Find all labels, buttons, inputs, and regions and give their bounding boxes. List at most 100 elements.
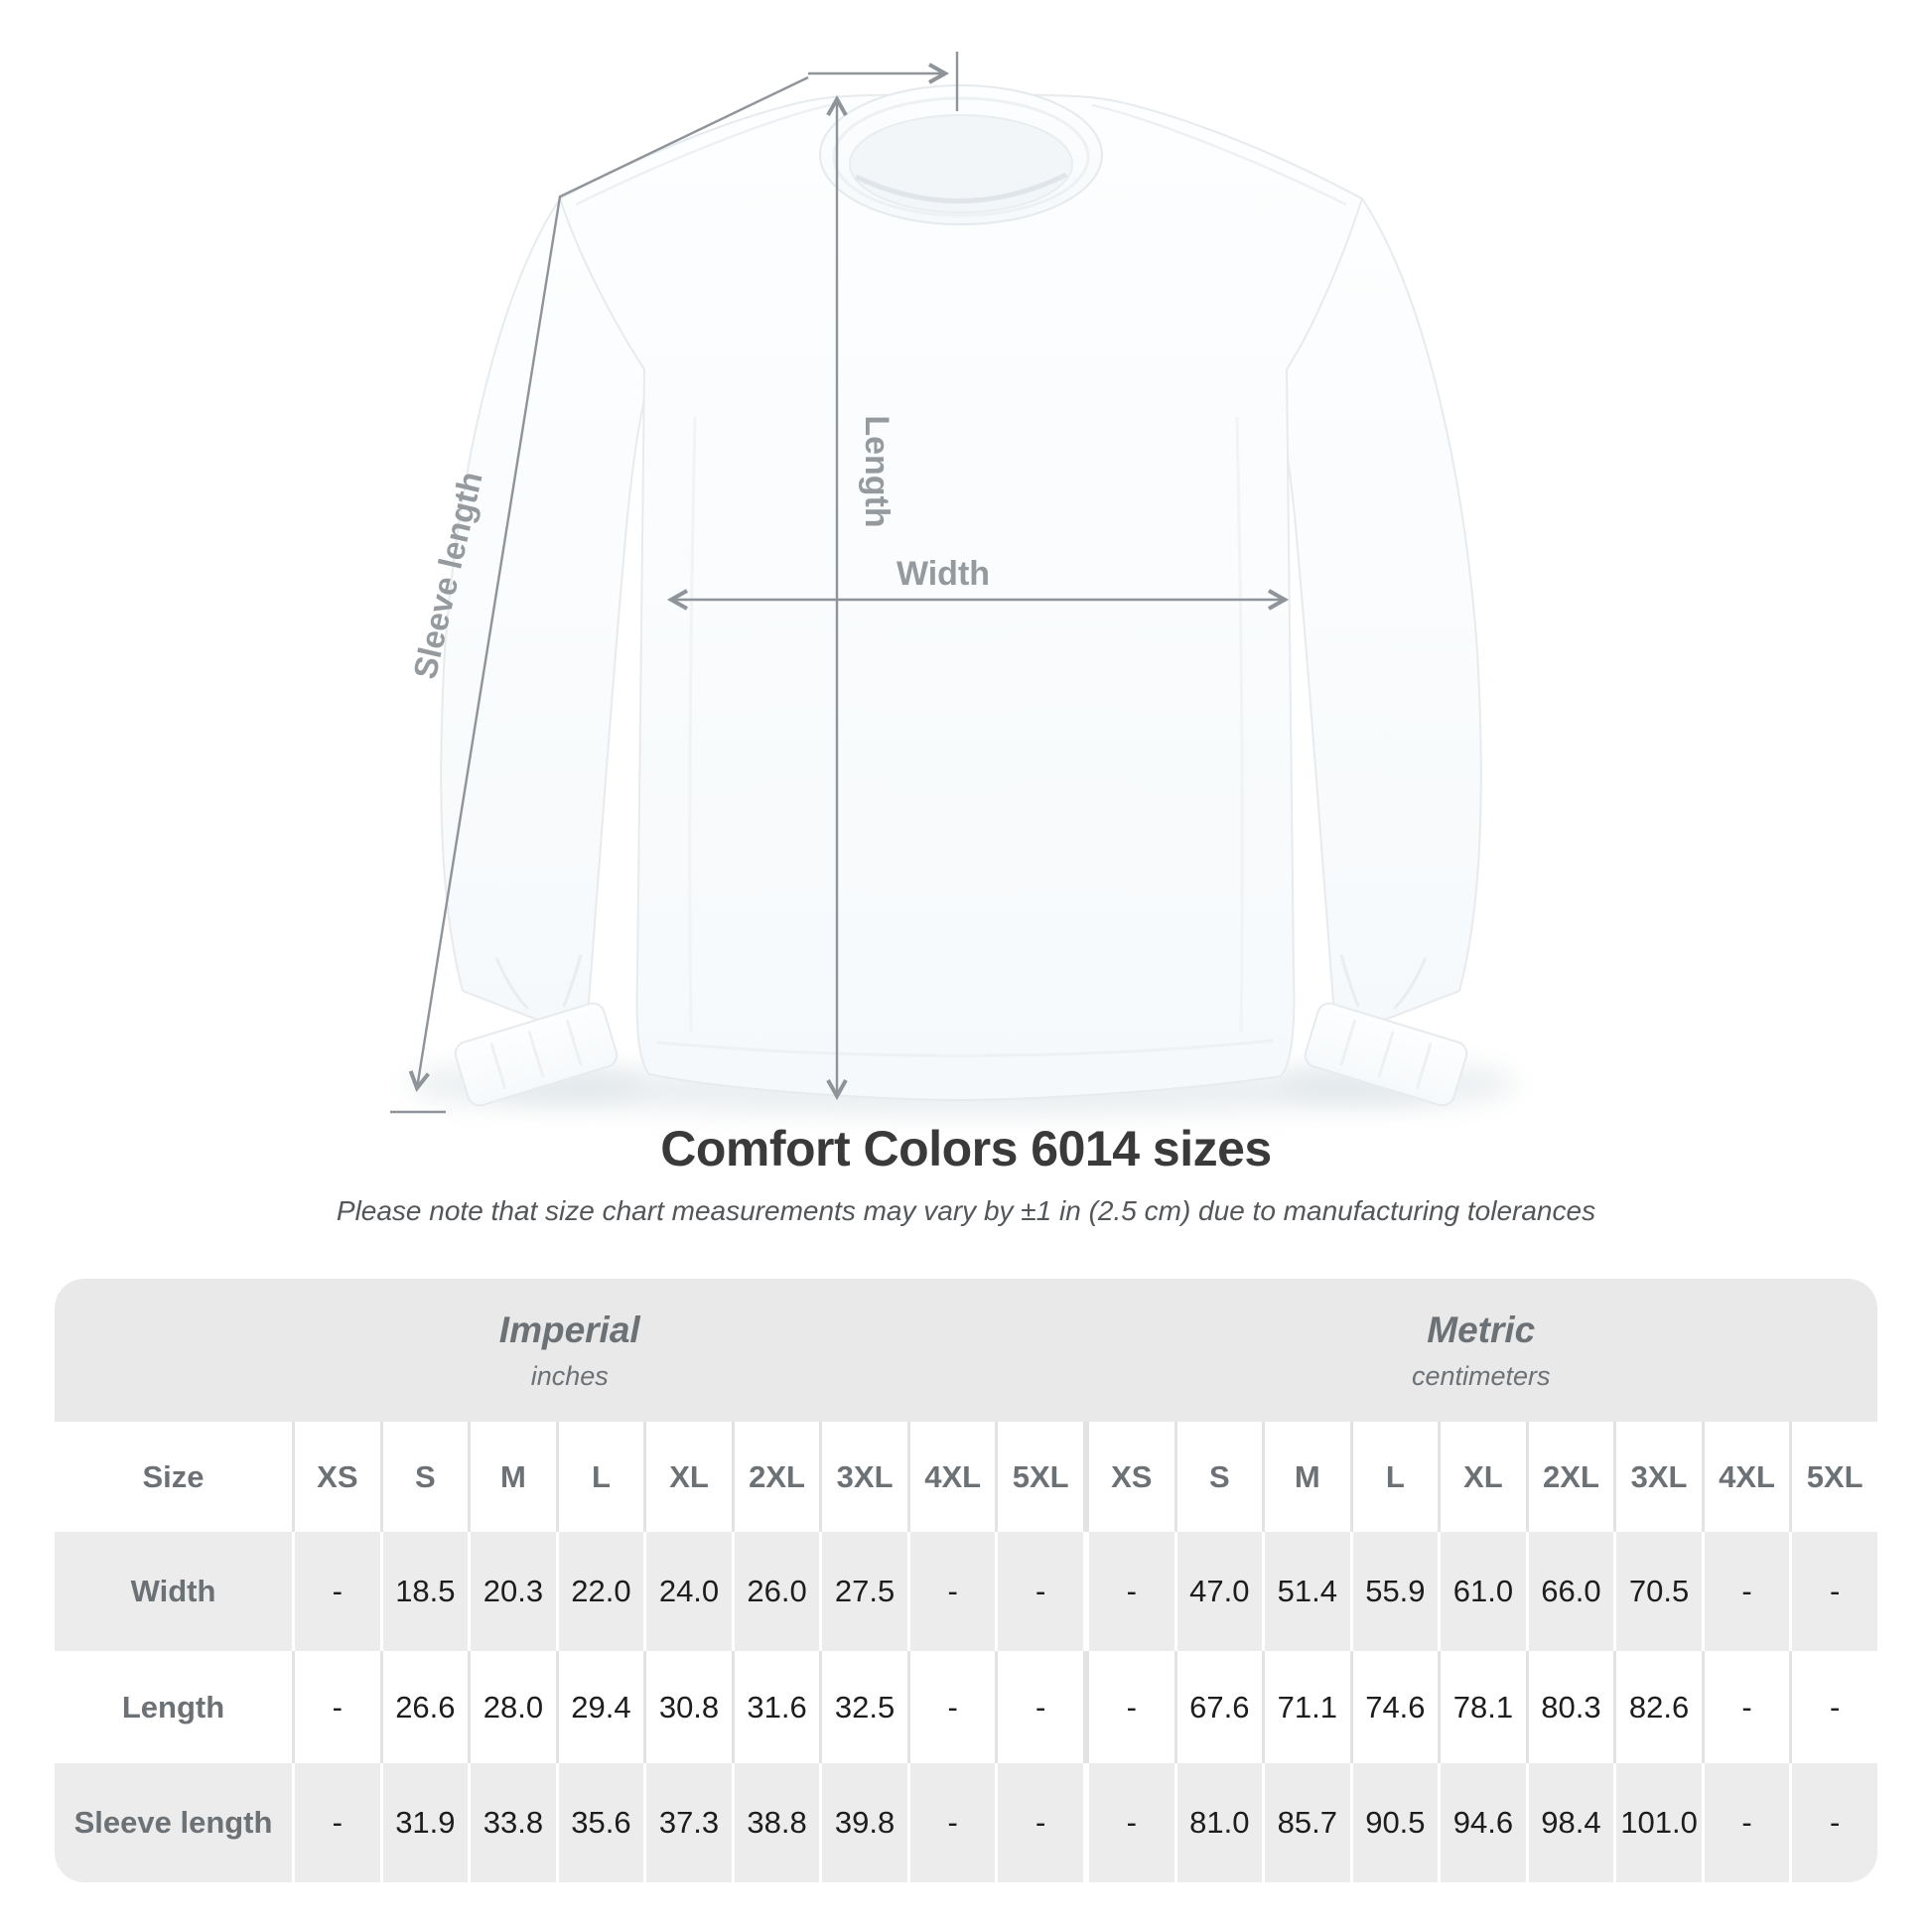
- table-cell: 33.8: [468, 1763, 556, 1882]
- table-cell: 28.0: [468, 1651, 556, 1763]
- imperial-unit: inches: [530, 1360, 609, 1391]
- table-cell: 32.5: [819, 1651, 907, 1763]
- table-cell: 29.4: [555, 1651, 644, 1763]
- table-cell: -: [1082, 1532, 1174, 1651]
- measurement-annotations: [390, 52, 1290, 1114]
- table-cell: -: [1701, 1532, 1790, 1651]
- shirt-measurement-figure: Sleeve length Length Width: [390, 52, 1517, 1116]
- table-cell: -: [1701, 1651, 1790, 1763]
- column-header: 3XL: [1613, 1422, 1702, 1532]
- row-label: Length: [121, 1689, 225, 1725]
- metric-header: Metric centimeters: [1084, 1279, 1877, 1422]
- table-cell: 51.4: [1262, 1532, 1350, 1651]
- table-cell: 80.3: [1525, 1651, 1614, 1763]
- table-cell: -: [906, 1651, 996, 1763]
- column-header: 5XL: [1789, 1422, 1877, 1532]
- table-cell: 71.1: [1262, 1651, 1350, 1763]
- column-header: S: [379, 1422, 469, 1532]
- table-cell: -: [995, 1651, 1083, 1763]
- table-cell: 38.8: [731, 1763, 820, 1882]
- table-cell: 26.6: [379, 1651, 469, 1763]
- table-cell: 26.0: [731, 1532, 820, 1651]
- table-cell: 82.6: [1613, 1651, 1702, 1763]
- table-cell: 55.9: [1349, 1532, 1439, 1651]
- table-cell: -: [1082, 1651, 1174, 1763]
- unit-header-band: Imperial inches Metric centimeters: [55, 1279, 1877, 1422]
- table-cell: 47.0: [1173, 1532, 1263, 1651]
- table-cell: -: [995, 1763, 1083, 1882]
- table-cell: 66.0: [1525, 1532, 1614, 1651]
- table-cell: 37.3: [643, 1763, 732, 1882]
- column-header: 3XL: [819, 1422, 907, 1532]
- shirt-left-cuff: [454, 1002, 619, 1107]
- column-header: XS: [292, 1422, 380, 1532]
- table-header-row: Size XS S M L XL 2XL 3XL 4XL 5XL XS S M …: [55, 1422, 1877, 1532]
- imperial-header: Imperial inches: [55, 1279, 1085, 1422]
- table-cell: -: [292, 1763, 380, 1882]
- column-header: M: [1262, 1422, 1350, 1532]
- column-header: L: [555, 1422, 644, 1532]
- table-cell: 39.8: [819, 1763, 907, 1882]
- table-cell: 67.6: [1173, 1651, 1263, 1763]
- table-cell: 24.0: [643, 1532, 732, 1651]
- table-cell: 31.6: [731, 1651, 820, 1763]
- table-cell: -: [906, 1532, 996, 1651]
- column-header: S: [1173, 1422, 1263, 1532]
- table-cell: 98.4: [1525, 1763, 1614, 1882]
- table-cell: 18.5: [379, 1532, 469, 1651]
- table-cell: -: [292, 1651, 380, 1763]
- table-cell: -: [1701, 1763, 1790, 1882]
- table-cell: 30.8: [643, 1651, 732, 1763]
- table-cell: -: [1789, 1532, 1877, 1651]
- table-cell: -: [1789, 1651, 1877, 1763]
- table-cell: -: [292, 1532, 380, 1651]
- metric-unit: centimeters: [1411, 1360, 1551, 1391]
- column-header: 5XL: [995, 1422, 1083, 1532]
- table-cell: 78.1: [1438, 1651, 1526, 1763]
- table-cell: -: [1789, 1763, 1877, 1882]
- table-cell: 101.0: [1613, 1763, 1702, 1882]
- table-cell: 90.5: [1349, 1763, 1439, 1882]
- page-title: Comfort Colors 6014 sizes: [660, 1121, 1272, 1176]
- column-header: L: [1349, 1422, 1439, 1532]
- table-row-length: Length - 26.6 28.0 29.4 30.8 31.6 32.5 -…: [55, 1651, 1877, 1763]
- measure-arrow-sleeve-length: [408, 75, 809, 1093]
- table-cell: -: [1082, 1763, 1174, 1882]
- column-header: 4XL: [1701, 1422, 1790, 1532]
- column-header: 4XL: [906, 1422, 996, 1532]
- table-cell: 85.7: [1262, 1763, 1350, 1882]
- table-cell: 20.3: [468, 1532, 556, 1651]
- table-row-width: Width - 18.5 20.3 22.0 24.0 26.0 27.5 - …: [55, 1532, 1877, 1651]
- table-cell: 81.0: [1173, 1763, 1263, 1882]
- column-header: XL: [1438, 1422, 1526, 1532]
- page-subtitle: Please note that size chart measurements…: [336, 1195, 1596, 1226]
- row-label: Sleeve length: [73, 1805, 273, 1840]
- table-cell: 74.6: [1349, 1651, 1439, 1763]
- table-cell: 61.0: [1438, 1532, 1526, 1651]
- shirt-illustration: [440, 84, 1482, 1107]
- shirt-right-cuff: [1304, 1002, 1468, 1107]
- table-cell: 94.6: [1438, 1763, 1526, 1882]
- metric-title: Metric: [1427, 1309, 1536, 1350]
- size-table: Imperial inches Metric centimeters Size …: [55, 1279, 1877, 1882]
- imperial-title: Imperial: [498, 1309, 640, 1350]
- table-cell: 27.5: [819, 1532, 907, 1651]
- column-header: 2XL: [1525, 1422, 1614, 1532]
- length-label: Length: [858, 415, 896, 527]
- width-label: Width: [897, 555, 990, 593]
- shirt-seams: [494, 103, 1428, 1057]
- table-row-sleeve-length: Sleeve length - 31.9 33.8 35.6 37.3 38.8…: [55, 1763, 1877, 1882]
- column-header: 2XL: [731, 1422, 820, 1532]
- size-column-header: Size: [142, 1458, 205, 1494]
- column-header: XS: [1082, 1422, 1174, 1532]
- table-cell: 22.0: [555, 1532, 644, 1651]
- table-cell: 35.6: [555, 1763, 644, 1882]
- table-cell: 31.9: [379, 1763, 469, 1882]
- table-cell: -: [906, 1763, 996, 1882]
- column-header: XL: [643, 1422, 732, 1532]
- shirt-collar: [819, 84, 1103, 225]
- row-label: Width: [130, 1574, 216, 1608]
- table-cell: 70.5: [1613, 1532, 1702, 1651]
- table-cell: -: [995, 1532, 1083, 1651]
